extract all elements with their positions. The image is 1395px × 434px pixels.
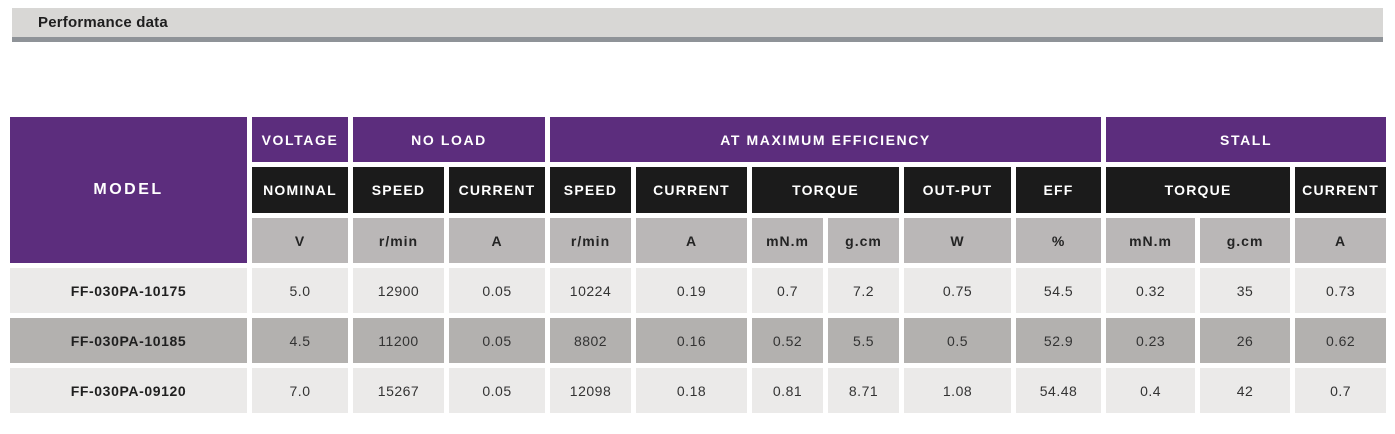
- cell-value: 52.9: [1016, 318, 1102, 363]
- unit-noload-speed: r/min: [353, 218, 444, 263]
- cell-value: 10224: [550, 268, 632, 313]
- cell-value: 7.0: [252, 368, 348, 413]
- cell-value: 8.71: [828, 368, 900, 413]
- cell-value: 4.5: [252, 318, 348, 363]
- header-stall: STALL: [1106, 117, 1387, 162]
- cell-model: FF-030PA-09120: [10, 368, 247, 413]
- subheader-output: OUT-PUT: [904, 167, 1012, 213]
- cell-value: 0.18: [636, 368, 748, 413]
- subheader-noload-speed: SPEED: [353, 167, 444, 213]
- cell-value: 0.62: [1295, 318, 1387, 363]
- cell-value: 11200: [353, 318, 444, 363]
- header-voltage: VOLTAGE: [252, 117, 348, 162]
- units-row: V r/min A r/min A mN.m g.cm W % mN.m g.c…: [10, 218, 1387, 263]
- subheader-eff: EFF: [1016, 167, 1102, 213]
- cell-value: 12098: [550, 368, 632, 413]
- subheader-stall-torque: TORQUE: [1106, 167, 1291, 213]
- header-group-row: MODEL VOLTAGE NO LOAD AT MAXIMUM EFFICIE…: [10, 117, 1387, 263]
- subheader-maxeff-current: CURRENT: [636, 167, 748, 213]
- unit-stall-torque-mnm: mN.m: [1106, 218, 1196, 263]
- cell-value: 42: [1200, 368, 1291, 413]
- cell-value: 0.05: [449, 268, 546, 313]
- unit-maxeff-torque-gcm: g.cm: [828, 218, 900, 263]
- table-row: FF-030PA-10185 4.5 11200 0.05 8802 0.16 …: [10, 318, 1387, 363]
- performance-table: MODEL VOLTAGE NO LOAD AT MAXIMUM EFFICIE…: [5, 112, 1392, 418]
- cell-value: 12900: [353, 268, 444, 313]
- unit-stall-current: A: [1295, 218, 1387, 263]
- cell-value: 0.05: [449, 318, 546, 363]
- cell-model: FF-030PA-10175: [10, 268, 247, 313]
- cell-value: 5.5: [828, 318, 900, 363]
- cell-value: 0.7: [752, 268, 824, 313]
- cell-value: 0.5: [904, 318, 1012, 363]
- unit-maxeff-current: A: [636, 218, 748, 263]
- cell-value: 0.75: [904, 268, 1012, 313]
- subheader-maxeff-speed: SPEED: [550, 167, 632, 213]
- table-row: FF-030PA-10175 5.0 12900 0.05 10224 0.19…: [10, 268, 1387, 313]
- section-title-bar: Performance data: [12, 8, 1383, 42]
- cell-value: 0.81: [752, 368, 824, 413]
- header-at-maximum-efficiency: AT MAXIMUM EFFICIENCY: [550, 117, 1102, 162]
- unit-volt: V: [252, 218, 348, 263]
- cell-value: 0.4: [1106, 368, 1196, 413]
- subheader-stall-current: CURRENT: [1295, 167, 1387, 213]
- page-title: Performance data: [38, 14, 168, 31]
- unit-eff-percent: %: [1016, 218, 1102, 263]
- cell-value: 5.0: [252, 268, 348, 313]
- cell-value: 54.48: [1016, 368, 1102, 413]
- cell-value: 0.52: [752, 318, 824, 363]
- cell-value: 0.19: [636, 268, 748, 313]
- cell-value: 15267: [353, 368, 444, 413]
- header-no-load: NO LOAD: [353, 117, 546, 162]
- cell-value: 0.05: [449, 368, 546, 413]
- unit-stall-torque-gcm: g.cm: [1200, 218, 1291, 263]
- cell-value: 7.2: [828, 268, 900, 313]
- cell-value: 8802: [550, 318, 632, 363]
- subheader-nominal: NOMINAL: [252, 167, 348, 213]
- cell-value: 0.73: [1295, 268, 1387, 313]
- cell-value: 0.23: [1106, 318, 1196, 363]
- unit-noload-current: A: [449, 218, 546, 263]
- cell-value: 0.7: [1295, 368, 1387, 413]
- unit-output-w: W: [904, 218, 1012, 263]
- cell-value: 26: [1200, 318, 1291, 363]
- cell-value: 0.32: [1106, 268, 1196, 313]
- cell-value: 0.16: [636, 318, 748, 363]
- header-sub-row: NOMINAL SPEED CURRENT SPEED CURRENT TORQ…: [10, 167, 1387, 213]
- header-model: MODEL: [10, 117, 247, 263]
- table-row: FF-030PA-09120 7.0 15267 0.05 12098 0.18…: [10, 368, 1387, 413]
- subheader-maxeff-torque: TORQUE: [752, 167, 900, 213]
- unit-maxeff-torque-mnm: mN.m: [752, 218, 824, 263]
- cell-value: 1.08: [904, 368, 1012, 413]
- subheader-noload-current: CURRENT: [449, 167, 546, 213]
- cell-model: FF-030PA-10185: [10, 318, 247, 363]
- cell-value: 54.5: [1016, 268, 1102, 313]
- cell-value: 35: [1200, 268, 1291, 313]
- unit-maxeff-speed: r/min: [550, 218, 632, 263]
